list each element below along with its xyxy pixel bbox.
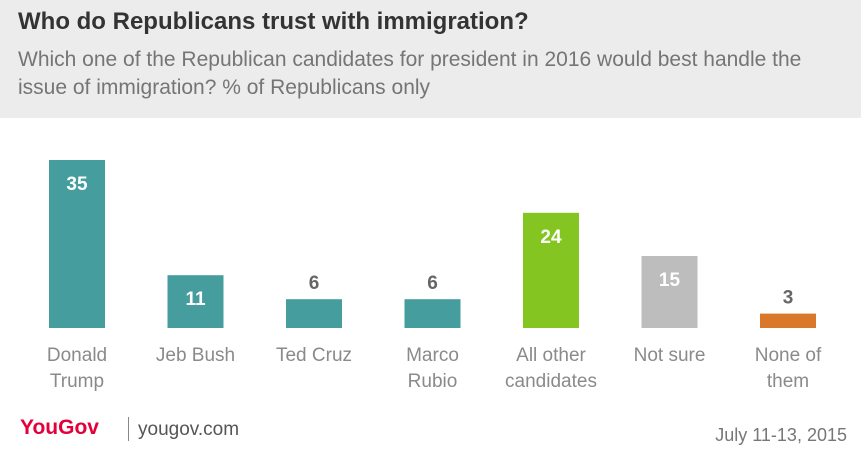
data-label: 24: [540, 227, 562, 248]
category-label: Donald: [47, 345, 107, 366]
data-label: 15: [659, 270, 681, 291]
yougov-logo: YouGov: [20, 416, 99, 439]
data-label: 6: [309, 273, 320, 294]
data-label: 11: [185, 289, 206, 310]
category-label: Not sure: [634, 345, 706, 366]
category-label: None of: [755, 345, 822, 366]
category-label: Jeb Bush: [156, 345, 235, 366]
bar: [404, 299, 461, 328]
chart-title: Who do Republicans trust with immigratio…: [18, 8, 529, 35]
data-label: 35: [66, 174, 88, 195]
category-label: candidates: [505, 371, 597, 392]
survey-date: July 11-13, 2015: [715, 425, 847, 445]
category-label: All other: [516, 345, 586, 366]
category-label: Rubio: [408, 371, 458, 392]
footer-divider: [128, 417, 129, 441]
category-label: Trump: [50, 371, 104, 392]
bar: [641, 256, 698, 328]
header-band: Who do Republicans trust with immigratio…: [0, 0, 861, 118]
footer-site-link[interactable]: yougov.com: [138, 419, 240, 440]
bar: [523, 212, 579, 328]
data-label: 6: [427, 273, 438, 294]
bar: [760, 313, 816, 328]
bar: [167, 275, 224, 328]
category-label: Marco: [406, 345, 459, 366]
category-label: them: [767, 371, 809, 392]
bar: [286, 299, 342, 328]
bar: [49, 160, 105, 328]
chart-subtitle: Which one of the Republican candidates f…: [18, 48, 802, 99]
category-label: Ted Cruz: [276, 345, 352, 366]
data-label: 3: [783, 288, 794, 309]
